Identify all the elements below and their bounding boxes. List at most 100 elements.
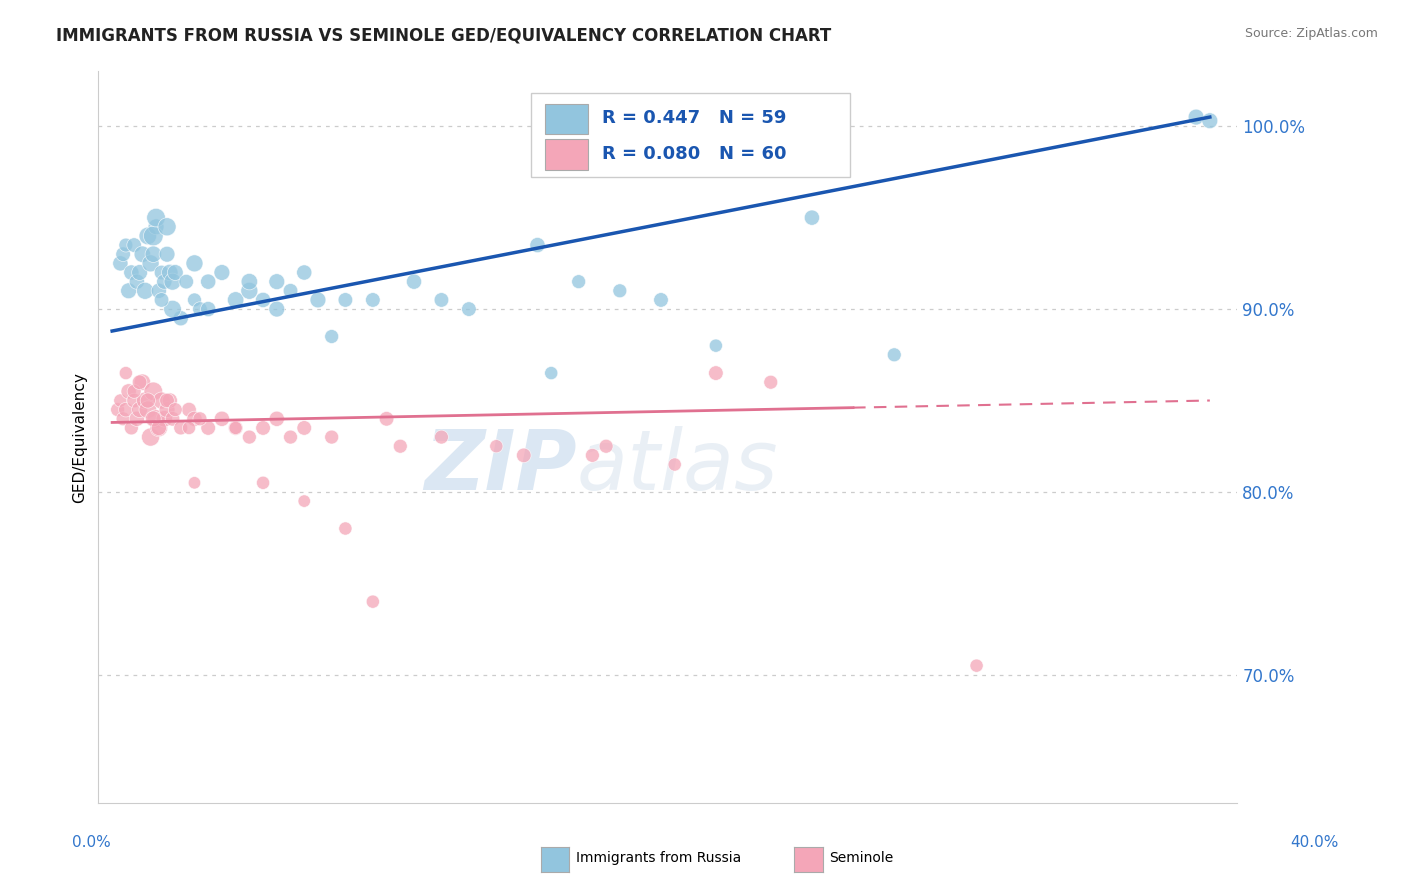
Text: IMMIGRANTS FROM RUSSIA VS SEMINOLE GED/EQUIVALENCY CORRELATION CHART: IMMIGRANTS FROM RUSSIA VS SEMINOLE GED/E… xyxy=(56,27,831,45)
Point xyxy=(225,421,247,435)
Point xyxy=(197,421,219,435)
Point xyxy=(238,275,260,289)
Point xyxy=(125,412,148,426)
Point xyxy=(142,229,165,244)
Point xyxy=(252,421,274,435)
Point xyxy=(122,238,145,252)
Point xyxy=(145,412,167,426)
Point xyxy=(128,402,150,417)
Point xyxy=(183,412,205,426)
Point xyxy=(266,301,288,317)
Point xyxy=(540,366,562,380)
Point xyxy=(156,402,179,417)
Point xyxy=(120,266,142,280)
Point xyxy=(148,421,170,435)
Point xyxy=(650,293,672,307)
Point xyxy=(183,256,205,270)
Point xyxy=(125,275,148,289)
Point xyxy=(136,393,159,408)
Point xyxy=(197,275,219,289)
Point xyxy=(148,284,170,298)
Point xyxy=(485,439,508,453)
Point xyxy=(170,421,193,435)
Point xyxy=(266,275,288,289)
Point xyxy=(122,393,145,408)
Point xyxy=(280,430,302,444)
Point xyxy=(150,266,173,280)
Point xyxy=(581,448,603,462)
Text: Seminole: Seminole xyxy=(830,851,894,865)
Point xyxy=(115,238,138,252)
Point xyxy=(252,475,274,490)
Point xyxy=(153,275,176,289)
Point xyxy=(704,339,727,353)
Point xyxy=(430,293,453,307)
Point xyxy=(145,219,167,234)
Point xyxy=(136,402,159,417)
Point xyxy=(128,376,150,390)
Text: Immigrants from Russia: Immigrants from Russia xyxy=(576,851,742,865)
Point xyxy=(280,284,302,298)
Point xyxy=(225,293,247,307)
Point xyxy=(165,402,187,417)
Text: atlas: atlas xyxy=(576,425,779,507)
Point xyxy=(321,329,343,343)
Point xyxy=(1198,113,1220,128)
Point xyxy=(139,256,162,270)
Point xyxy=(162,275,184,289)
Point xyxy=(595,439,617,453)
Point xyxy=(211,266,233,280)
Point xyxy=(115,366,138,380)
Point xyxy=(139,430,162,444)
Point xyxy=(321,430,343,444)
Point xyxy=(134,393,156,408)
Point xyxy=(170,311,193,326)
Point xyxy=(150,393,173,408)
Point xyxy=(162,412,184,426)
Point xyxy=(402,275,425,289)
Point xyxy=(112,247,135,261)
Point xyxy=(430,430,453,444)
Point xyxy=(225,421,247,435)
Point xyxy=(142,384,165,399)
Point xyxy=(361,293,384,307)
Point xyxy=(150,293,173,307)
Point xyxy=(131,376,153,390)
Point xyxy=(128,266,150,280)
Point xyxy=(759,376,782,390)
Text: ZIP: ZIP xyxy=(425,425,576,507)
Point xyxy=(142,412,165,426)
Text: R = 0.080   N = 60: R = 0.080 N = 60 xyxy=(602,145,786,163)
Y-axis label: GED/Equivalency: GED/Equivalency xyxy=(72,372,87,502)
Point xyxy=(156,247,179,261)
FancyBboxPatch shape xyxy=(546,139,588,170)
Point xyxy=(183,475,205,490)
Point xyxy=(266,412,288,426)
FancyBboxPatch shape xyxy=(531,94,851,178)
Point xyxy=(800,211,823,225)
Point xyxy=(664,458,686,472)
Point xyxy=(174,275,197,289)
Point xyxy=(211,412,233,426)
Point xyxy=(177,421,200,435)
Point xyxy=(335,522,357,536)
Text: 0.0%: 0.0% xyxy=(72,836,111,850)
Point xyxy=(110,393,132,408)
Point xyxy=(122,384,145,399)
Point xyxy=(112,412,135,426)
Point xyxy=(107,402,129,417)
Point xyxy=(335,293,357,307)
Text: 40.0%: 40.0% xyxy=(1291,836,1339,850)
Point xyxy=(609,284,631,298)
Point xyxy=(292,421,315,435)
Point xyxy=(159,266,181,280)
Point xyxy=(148,421,170,435)
Point xyxy=(134,284,156,298)
Text: Source: ZipAtlas.com: Source: ZipAtlas.com xyxy=(1244,27,1378,40)
Point xyxy=(526,238,548,252)
Point xyxy=(188,301,211,317)
Point xyxy=(375,412,398,426)
Point xyxy=(120,421,142,435)
Point xyxy=(156,219,179,234)
Point xyxy=(197,301,219,317)
